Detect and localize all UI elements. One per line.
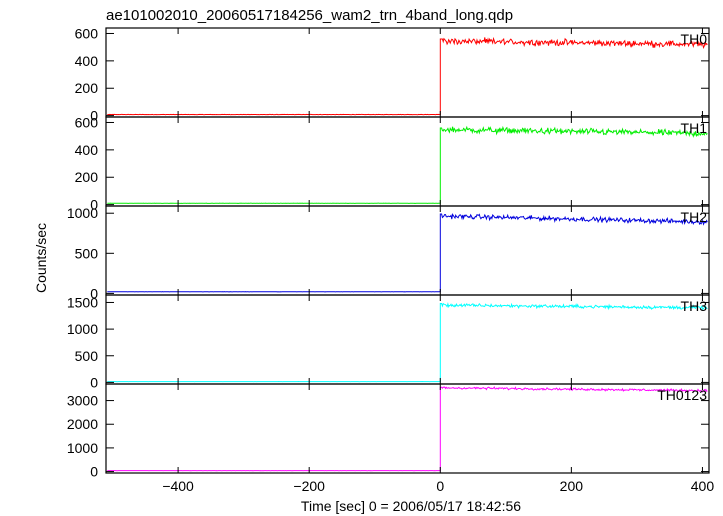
y-tick-label: 500: [75, 245, 99, 261]
y-tick-label: 200: [75, 80, 99, 96]
panel-th0123: 0 1000 2000 3000 TH0123: [67, 383, 710, 480]
x-axis: −400 −200 0 200 400: [162, 478, 714, 494]
panel-frame: [105, 205, 710, 296]
series-line-th0: [107, 36, 708, 116]
y-tick-label: 400: [75, 53, 99, 69]
x-axis-label: Time [sec] 0 = 2006/05/17 18:42:56: [301, 498, 521, 514]
y-tick-label: 1500: [67, 294, 98, 310]
x-tick-label: −200: [293, 478, 325, 494]
y-tick-label: 1000: [67, 321, 98, 337]
panel-frame: [105, 27, 710, 118]
y-tick-label: 1000: [67, 440, 98, 456]
panels: 0 200 400 600 TH0 0 200 400 600 TH1 0 500 1000 TH2 0 50…: [67, 25, 710, 480]
panel-frame: [105, 294, 710, 385]
panel-frame: [105, 116, 710, 207]
x-tick-label: −400: [162, 478, 194, 494]
series-label-th0: TH0: [681, 31, 708, 47]
chart-title: ae101002010_20060517184256_wam2_trn_4ban…: [106, 7, 513, 24]
y-tick-label: 400: [75, 142, 99, 158]
series-label-th2: TH2: [681, 209, 708, 225]
series-label-th1: TH1: [681, 120, 708, 136]
x-tick-label: 400: [691, 478, 715, 494]
series-label-th3: TH3: [681, 298, 708, 314]
panel-th1: 0 200 400 600 TH1: [75, 114, 710, 213]
y-tick-label: 2000: [67, 416, 98, 432]
y-tick-label: 0: [90, 464, 98, 480]
y-tick-label: 600: [75, 114, 99, 130]
y-tick-label: 200: [75, 169, 99, 185]
panel-th3: 0 500 1000 1500 TH3: [67, 294, 710, 390]
series-line-th3: [107, 302, 708, 383]
y-tick-label: 0: [90, 374, 98, 390]
y-tick-label: 600: [75, 25, 99, 41]
panel-frame: [105, 383, 710, 474]
y-tick-label: 1000: [67, 205, 98, 221]
x-tick-label: 200: [560, 478, 584, 494]
y-tick-label: 0: [90, 285, 98, 301]
y-tick-label: 0: [90, 197, 98, 213]
y-tick-label: 0: [90, 108, 98, 124]
series-line-th2: [107, 213, 708, 293]
panel-th0: 0 200 400 600 TH0: [75, 25, 710, 124]
series-line-th1: [107, 125, 708, 204]
y-axis-label: Counts/sec: [33, 223, 49, 293]
panel-th2: 0 500 1000 TH2: [67, 205, 710, 301]
y-tick-label: 500: [75, 348, 99, 364]
y-tick-label: 3000: [67, 393, 98, 409]
series-label-th0123: TH0123: [657, 387, 707, 403]
series-line-th0123: [107, 386, 708, 472]
x-tick-label: 0: [436, 478, 444, 494]
